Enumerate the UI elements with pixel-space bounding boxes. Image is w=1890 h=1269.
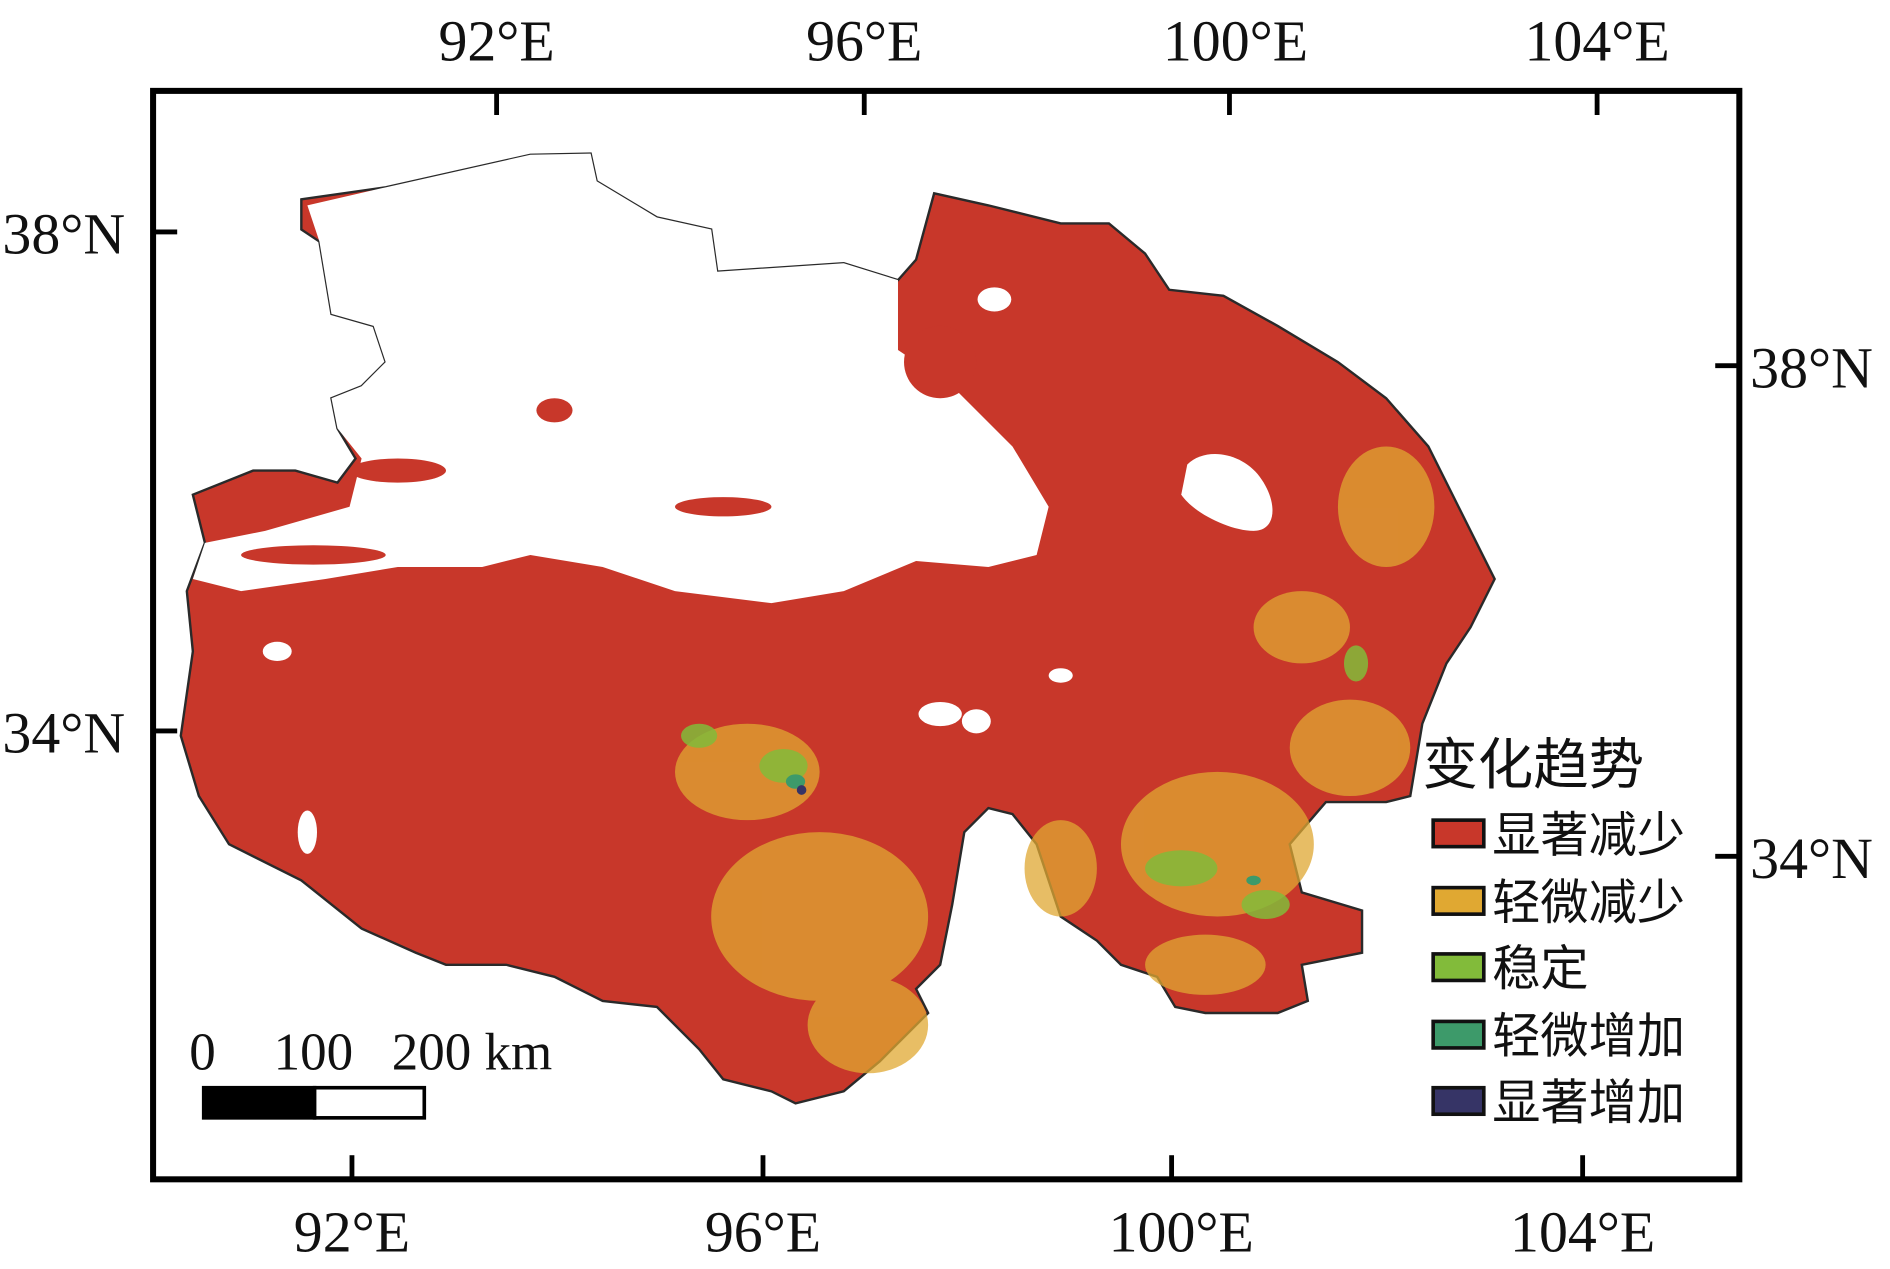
no-data-area xyxy=(192,153,1049,604)
qinghai-region xyxy=(179,152,1496,1105)
red-patches-in-no-data xyxy=(241,325,977,565)
scale-label: 0 xyxy=(189,1024,216,1082)
axis-ticks xyxy=(153,90,1740,1180)
legend-item: 轻微减少 xyxy=(1431,875,1685,931)
slight-decrease-areas xyxy=(675,446,1435,1074)
lake xyxy=(1181,454,1273,531)
top-axis-label: 92°E xyxy=(438,9,554,74)
right-axis-label: 34°N xyxy=(1750,826,1873,891)
legend-swatch xyxy=(1431,1085,1486,1117)
legend-item: 显著增加 xyxy=(1431,1075,1685,1131)
significant-increase-areas xyxy=(796,785,807,795)
left-axis-label: 34°N xyxy=(2,701,125,766)
lakes xyxy=(262,287,1273,854)
legend-title: 变化趋势 xyxy=(1422,734,1644,798)
legend-swatch xyxy=(1431,952,1486,983)
legend-swatch xyxy=(1431,885,1486,916)
legend-item: 显著减少 xyxy=(1431,807,1685,863)
right-axis-label: 38°N xyxy=(1750,335,1873,400)
legend-item: 轻微增加 xyxy=(1431,1009,1685,1065)
legend-swatch xyxy=(1431,818,1486,849)
legend-label: 轻微减少 xyxy=(1492,875,1685,931)
scale-bar: 0 100 200 km xyxy=(189,1024,553,1120)
legend-label: 显著增加 xyxy=(1492,1075,1685,1131)
legend-swatch xyxy=(1431,1019,1486,1050)
scale-segment-black xyxy=(201,1085,317,1120)
left-axis-label: 38°N xyxy=(2,202,125,267)
slight-increase-areas xyxy=(785,774,1261,886)
legend-item: 稳定 xyxy=(1431,941,1589,997)
top-axis-label: 96°E xyxy=(806,9,922,74)
lake xyxy=(297,810,318,854)
lake xyxy=(918,702,962,727)
bottom-axis-label: 100°E xyxy=(1109,1200,1254,1265)
legend-label: 轻微增加 xyxy=(1492,1009,1685,1065)
lake xyxy=(1048,668,1073,683)
lake xyxy=(262,641,292,662)
top-axis-label: 104°E xyxy=(1524,9,1669,74)
legend-label: 显著减少 xyxy=(1492,807,1685,863)
lake xyxy=(977,287,1012,312)
lake xyxy=(961,709,991,734)
top-axis-label: 100°E xyxy=(1163,9,1308,74)
stable-areas xyxy=(681,645,1369,919)
scale-label: 100 xyxy=(274,1024,354,1082)
legend: 变化趋势 显著减少 轻微减少 稳定 轻微增加 显著增加 xyxy=(1422,734,1685,1131)
legend-label: 稳定 xyxy=(1492,941,1588,997)
bottom-axis-label: 92°E xyxy=(294,1200,410,1265)
scale-segment-white xyxy=(312,1085,427,1120)
bottom-axis-label: 104°E xyxy=(1510,1200,1655,1265)
bottom-axis-label: 96°E xyxy=(705,1200,821,1265)
scale-label: 200 km xyxy=(392,1024,553,1082)
